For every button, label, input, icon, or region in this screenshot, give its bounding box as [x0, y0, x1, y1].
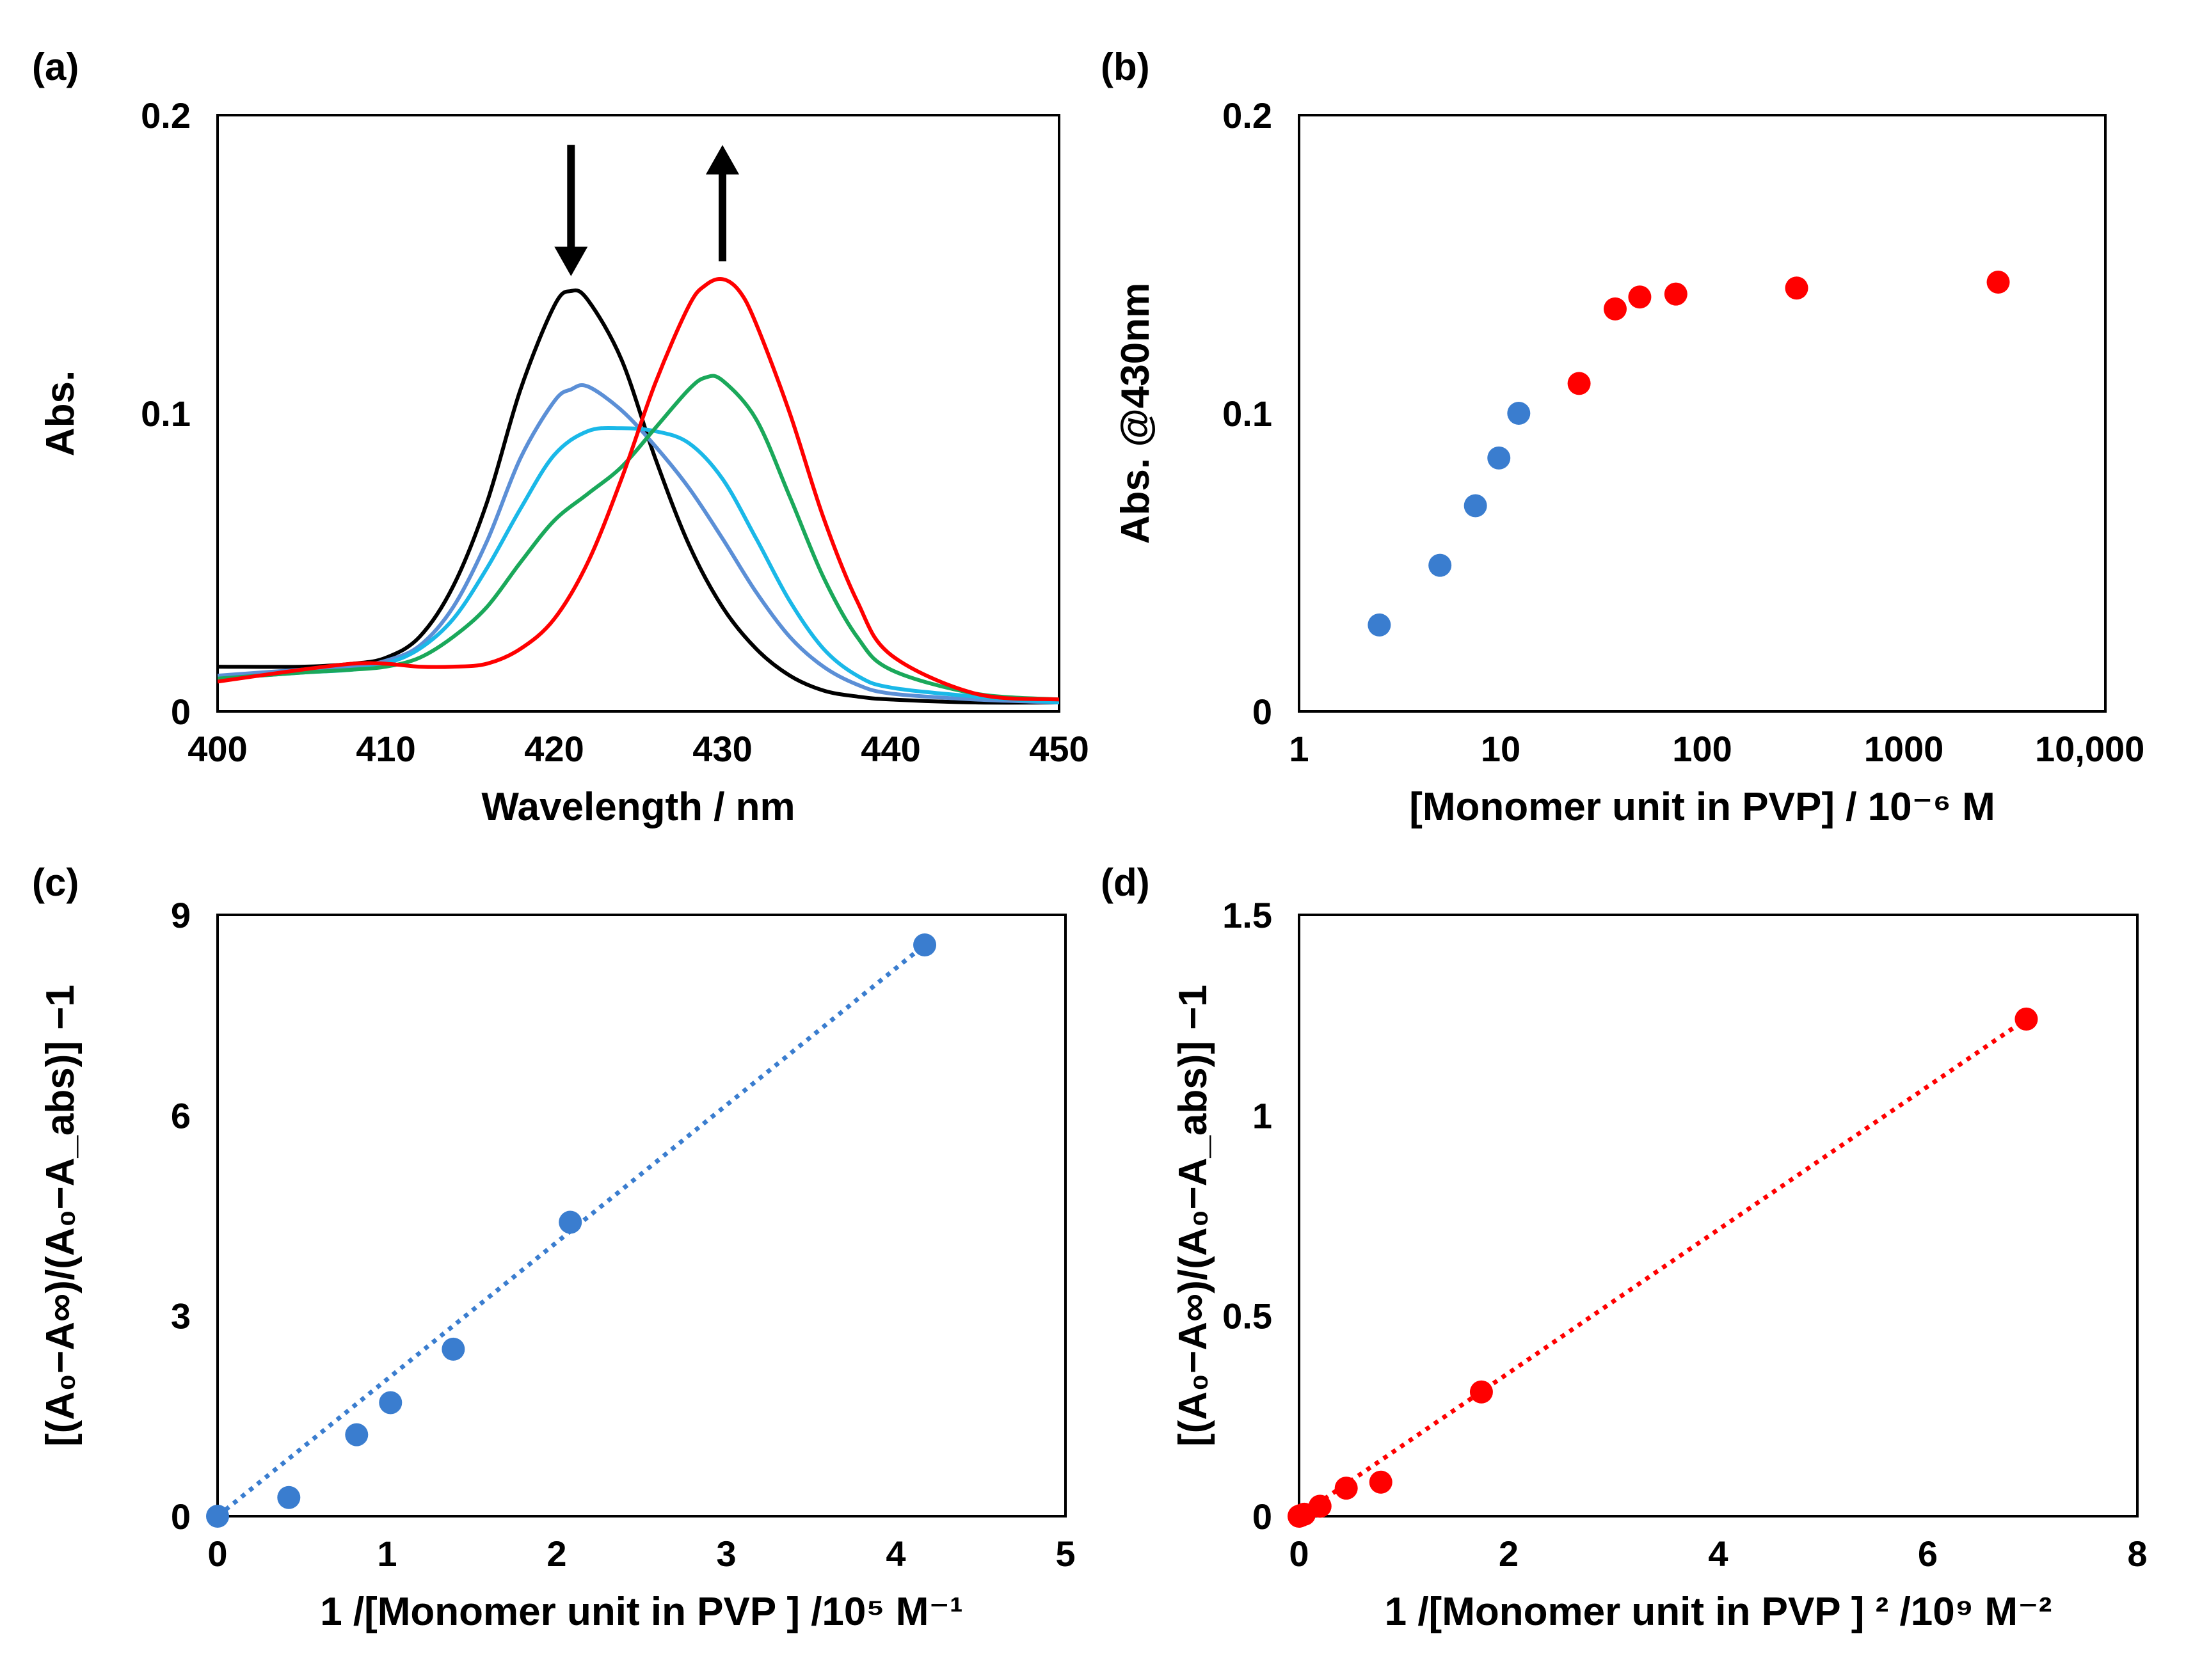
y-tick-label: 0	[171, 692, 191, 732]
data-point-red	[1369, 1470, 1392, 1494]
plot-frame	[216, 914, 1067, 1518]
x-tick-label: 2	[547, 1533, 566, 1574]
x-tick-label: 1	[377, 1533, 397, 1574]
series-line-red	[218, 276, 1059, 702]
x-tick-label: 4	[1708, 1533, 1728, 1574]
x-tick-label: 6	[1918, 1533, 1938, 1574]
panel-a: (a) 400 410 420 430 440 450 0 0.1 0.2 Wavelength /…	[32, 45, 1089, 829]
y-tick-label: 9	[171, 895, 191, 935]
data-point-red	[1664, 282, 1687, 306]
x-axis-label: Wavelength / nm	[481, 785, 795, 829]
y-tick-label: 1.5	[1222, 895, 1272, 935]
x-tick-label: 4	[886, 1533, 906, 1574]
x-tick-label: 1000	[1864, 729, 1944, 769]
x-tick-label: 430	[692, 729, 752, 769]
y-tick-label: 0	[171, 1496, 191, 1537]
y-axis-label: Abs.	[38, 370, 83, 456]
data-point-red	[1628, 285, 1652, 309]
y-tick-label: 0	[1252, 692, 1272, 732]
data-point-blue	[1487, 446, 1511, 470]
x-tick-label: 10	[1481, 729, 1520, 769]
data-point-blue	[345, 1423, 369, 1446]
panel-c: (c) 0 1 2 3 4 5 0 3 6 9 1 /[Monomer unit in PVP ] /…	[32, 861, 1076, 1634]
x-tick-label: 100	[1672, 729, 1732, 769]
y-axis-label: [(A₀−A∞)/(A₀−A_abs)] −1	[1171, 985, 1215, 1446]
x-axis-label: 1 /[Monomer unit in PVP ] ² /10⁹ M⁻²	[1385, 1590, 2052, 1634]
data-point-red	[1785, 276, 1808, 300]
plot-frame	[1298, 114, 2107, 713]
data-point-blue	[559, 1210, 582, 1234]
x-tick-label: 450	[1029, 729, 1089, 769]
data-point-blue	[1507, 402, 1531, 425]
plot-frame	[216, 114, 1060, 713]
data-point-blue	[442, 1337, 465, 1361]
data-point-blue	[277, 1486, 301, 1509]
data-point-blue	[1368, 613, 1391, 637]
data-point-blue	[206, 1505, 229, 1528]
panel-d: (d) 0 2 4 6 8 0 0.5 1 1.5 1 /[Monomer unit in PVP …	[1101, 861, 2148, 1634]
x-tick-label: 440	[861, 729, 920, 769]
fit-line	[1299, 1017, 2028, 1516]
x-tick-label: 2	[1499, 1533, 1519, 1574]
y-tick-label: 1	[1252, 1095, 1272, 1136]
data-point-red	[1334, 1477, 1358, 1500]
data-point-blue	[379, 1391, 403, 1415]
panel-label: (c)	[32, 861, 79, 904]
y-tick-label: 0	[1252, 1496, 1272, 1537]
x-tick-label: 400	[187, 729, 247, 769]
y-tick-label: 6	[171, 1095, 191, 1136]
x-tick-label: 410	[356, 729, 415, 769]
panel-label: (b)	[1101, 45, 1150, 88]
y-tick-label: 0.5	[1222, 1296, 1272, 1336]
x-tick-label: 0	[1289, 1533, 1309, 1574]
y-tick-label: 0.1	[141, 393, 191, 434]
data-point-red	[1308, 1494, 1332, 1518]
x-axis-label: 1 /[Monomer unit in PVP ] /10⁵ M⁻¹	[320, 1590, 963, 1634]
data-point-red	[1986, 270, 2010, 294]
y-tick-label: 0.1	[1222, 393, 1272, 434]
series-line-cyan	[218, 425, 1059, 705]
y-tick-label: 0.2	[1222, 95, 1272, 136]
panel-b: (b) 1 10 100 1000 10,000 0 0.1 0.2 [Monomer unit …	[1101, 45, 2144, 829]
data-point-red	[1603, 297, 1627, 321]
x-axis-label: [Monomer unit in PVP] / 10⁻⁶ M	[1409, 785, 1995, 829]
x-tick-label: 8	[2127, 1533, 2147, 1574]
data-point-red	[1469, 1380, 1493, 1404]
x-tick-label: 3	[716, 1533, 736, 1574]
plot-frame	[1298, 914, 2139, 1518]
series-line-black	[218, 288, 1059, 705]
panel-label: (a)	[32, 45, 79, 88]
y-axis-label: Abs. @430nm	[1113, 283, 1158, 544]
x-tick-label: 420	[524, 729, 584, 769]
x-tick-label: 10,000	[2035, 729, 2144, 769]
series-line-green	[218, 374, 1059, 702]
data-point-blue	[1428, 553, 1452, 577]
y-axis-label: [(A₀−A∞)/(A₀−A_abs)] −1	[38, 985, 83, 1446]
x-tick-label: 5	[1055, 1533, 1075, 1574]
data-point-blue	[913, 933, 937, 956]
x-tick-label: 0	[207, 1533, 227, 1574]
x-tick-label: 1	[1289, 729, 1309, 769]
data-point-red	[2015, 1007, 2038, 1031]
data-point-blue	[1464, 494, 1487, 518]
arrow-down-head	[554, 246, 588, 276]
series-line-blue	[218, 383, 1059, 705]
panel-label: (d)	[1101, 861, 1150, 904]
y-tick-label: 3	[171, 1296, 191, 1336]
y-tick-label: 0.2	[141, 95, 191, 136]
data-point-red	[1567, 372, 1591, 395]
arrow-up-head	[706, 145, 739, 175]
